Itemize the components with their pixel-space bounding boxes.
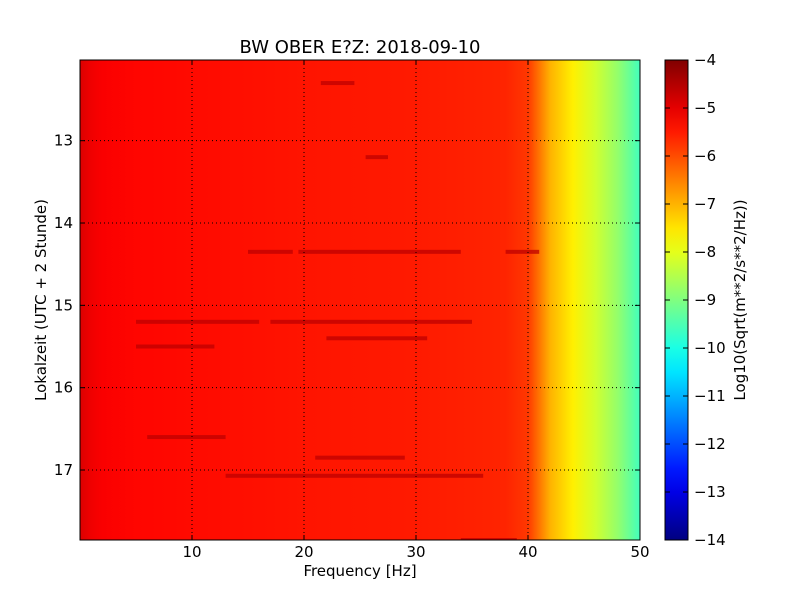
colorbar-tick-label: −11 bbox=[694, 387, 726, 405]
x-tick-label: 50 bbox=[630, 543, 649, 561]
colorbar: −4 −5 −6 −7 −8 −9 −10 −11 −12 −13 −14 Log10(Sqrt(m… bbox=[664, 51, 749, 549]
colorbar-tick-label: −4 bbox=[694, 51, 716, 69]
spectrogram-heatmap bbox=[80, 60, 640, 540]
spectrogram-band bbox=[225, 473, 484, 478]
y-tick-label: 17 bbox=[54, 461, 73, 479]
colorbar-tick-label: −14 bbox=[694, 531, 726, 549]
spectrogram-band bbox=[320, 81, 355, 86]
spectrogram-band bbox=[147, 435, 226, 440]
spectrogram-band bbox=[298, 249, 461, 254]
y-tick-label: 14 bbox=[54, 214, 73, 232]
colorbar-ticks: −4 −5 −6 −7 −8 −9 −10 −11 −12 −13 −14 bbox=[665, 51, 726, 549]
colorbar-tick-label: −8 bbox=[694, 243, 716, 261]
spectrogram-band bbox=[365, 155, 388, 160]
spectrogram-band bbox=[270, 319, 472, 324]
y-axis-ticks: 13 14 15 16 17 bbox=[54, 132, 640, 479]
x-tick-label: 30 bbox=[406, 543, 425, 561]
spectrogram-band bbox=[315, 455, 405, 460]
spectrogram-band bbox=[505, 249, 540, 254]
x-tick-label: 20 bbox=[294, 543, 313, 561]
spectrogram-band bbox=[248, 249, 293, 254]
colorbar-tick-label: −5 bbox=[694, 99, 716, 117]
y-tick-label: 13 bbox=[54, 132, 73, 150]
y-axis-label: Lokalzeit (UTC + 2 Stunde) bbox=[32, 199, 50, 401]
plot-frame bbox=[79, 59, 641, 541]
spectrogram-bands bbox=[136, 81, 540, 540]
x-tick-label: 40 bbox=[518, 543, 537, 561]
x-tick-label: 10 bbox=[182, 543, 201, 561]
spectrogram-band bbox=[460, 538, 517, 540]
x-axis-ticks: 10 20 30 40 50 bbox=[182, 60, 650, 561]
chart-title: BW OBER E?Z: 2018-09-10 bbox=[240, 37, 481, 58]
spectrogram-band bbox=[326, 336, 428, 341]
colorbar-tick-label: −6 bbox=[694, 147, 716, 165]
colorbar-tick-label: −13 bbox=[694, 483, 726, 501]
colorbar-tick-label: −12 bbox=[694, 435, 726, 453]
colorbar-tick-label: −7 bbox=[694, 195, 716, 213]
y-tick-label: 16 bbox=[54, 379, 73, 397]
colorbar-label: Log10(Sqrt(m**2/s**2/Hz)) bbox=[731, 199, 749, 400]
plot-area: 10 20 30 40 50 13 14 15 16 17 bbox=[54, 59, 650, 561]
spectrogram-band bbox=[136, 344, 215, 349]
spectrogram-band bbox=[136, 319, 260, 324]
x-axis-label: Frequency [Hz] bbox=[303, 562, 416, 580]
y-tick-label: 15 bbox=[54, 296, 73, 314]
colorbar-tick-label: −10 bbox=[694, 339, 726, 357]
colorbar-tick-label: −9 bbox=[694, 291, 716, 309]
